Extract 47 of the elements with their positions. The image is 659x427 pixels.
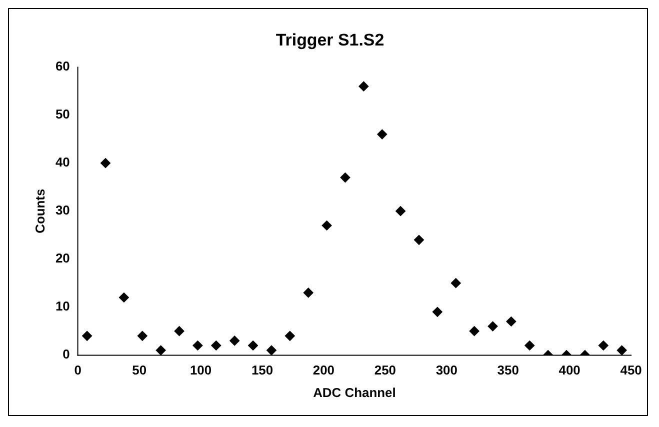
point [396, 206, 406, 216]
point [211, 340, 222, 350]
x-tick-label: 50 [132, 362, 147, 378]
point [248, 340, 258, 350]
y-axis-title: Counts [32, 188, 48, 234]
point [284, 330, 295, 341]
point [340, 172, 350, 182]
point [488, 321, 498, 332]
x-tick-label: 450 [620, 362, 642, 378]
y-tick-label: 30 [55, 202, 70, 218]
y-tick-label: 10 [55, 298, 70, 314]
point [506, 316, 516, 326]
y-tick-label: 50 [55, 106, 70, 122]
x-tick-label: 200 [312, 362, 335, 378]
point [266, 345, 276, 356]
point [82, 330, 92, 341]
x-tick-label: 350 [497, 362, 519, 378]
y-tick-label: 20 [55, 250, 70, 266]
point [414, 234, 424, 245]
point [432, 306, 442, 317]
x-tick-label: 400 [558, 362, 580, 378]
point [524, 340, 535, 350]
point [322, 220, 332, 230]
x-tick-label: 300 [436, 362, 458, 378]
point [230, 336, 240, 346]
point [303, 288, 314, 298]
point [616, 345, 627, 356]
point [450, 278, 461, 288]
chart-title: Trigger S1.S2 [276, 30, 384, 50]
x-tick-label: 250 [374, 362, 396, 378]
point [137, 330, 148, 341]
x-tick-label: 100 [190, 362, 212, 378]
point [469, 326, 480, 336]
point [377, 129, 388, 140]
point [598, 340, 608, 350]
y-tick-label: 60 [55, 58, 70, 74]
point [100, 158, 110, 168]
y-tick-label: 40 [55, 154, 70, 170]
point [118, 292, 129, 302]
x-tick-label: 0 [74, 362, 82, 378]
x-tick-label: 150 [251, 362, 274, 378]
x-axis-title: ADC Channel [313, 384, 396, 400]
y-tick-label: 0 [62, 346, 70, 362]
point [358, 81, 369, 92]
point [174, 326, 184, 336]
point [192, 340, 203, 350]
point [156, 345, 166, 356]
